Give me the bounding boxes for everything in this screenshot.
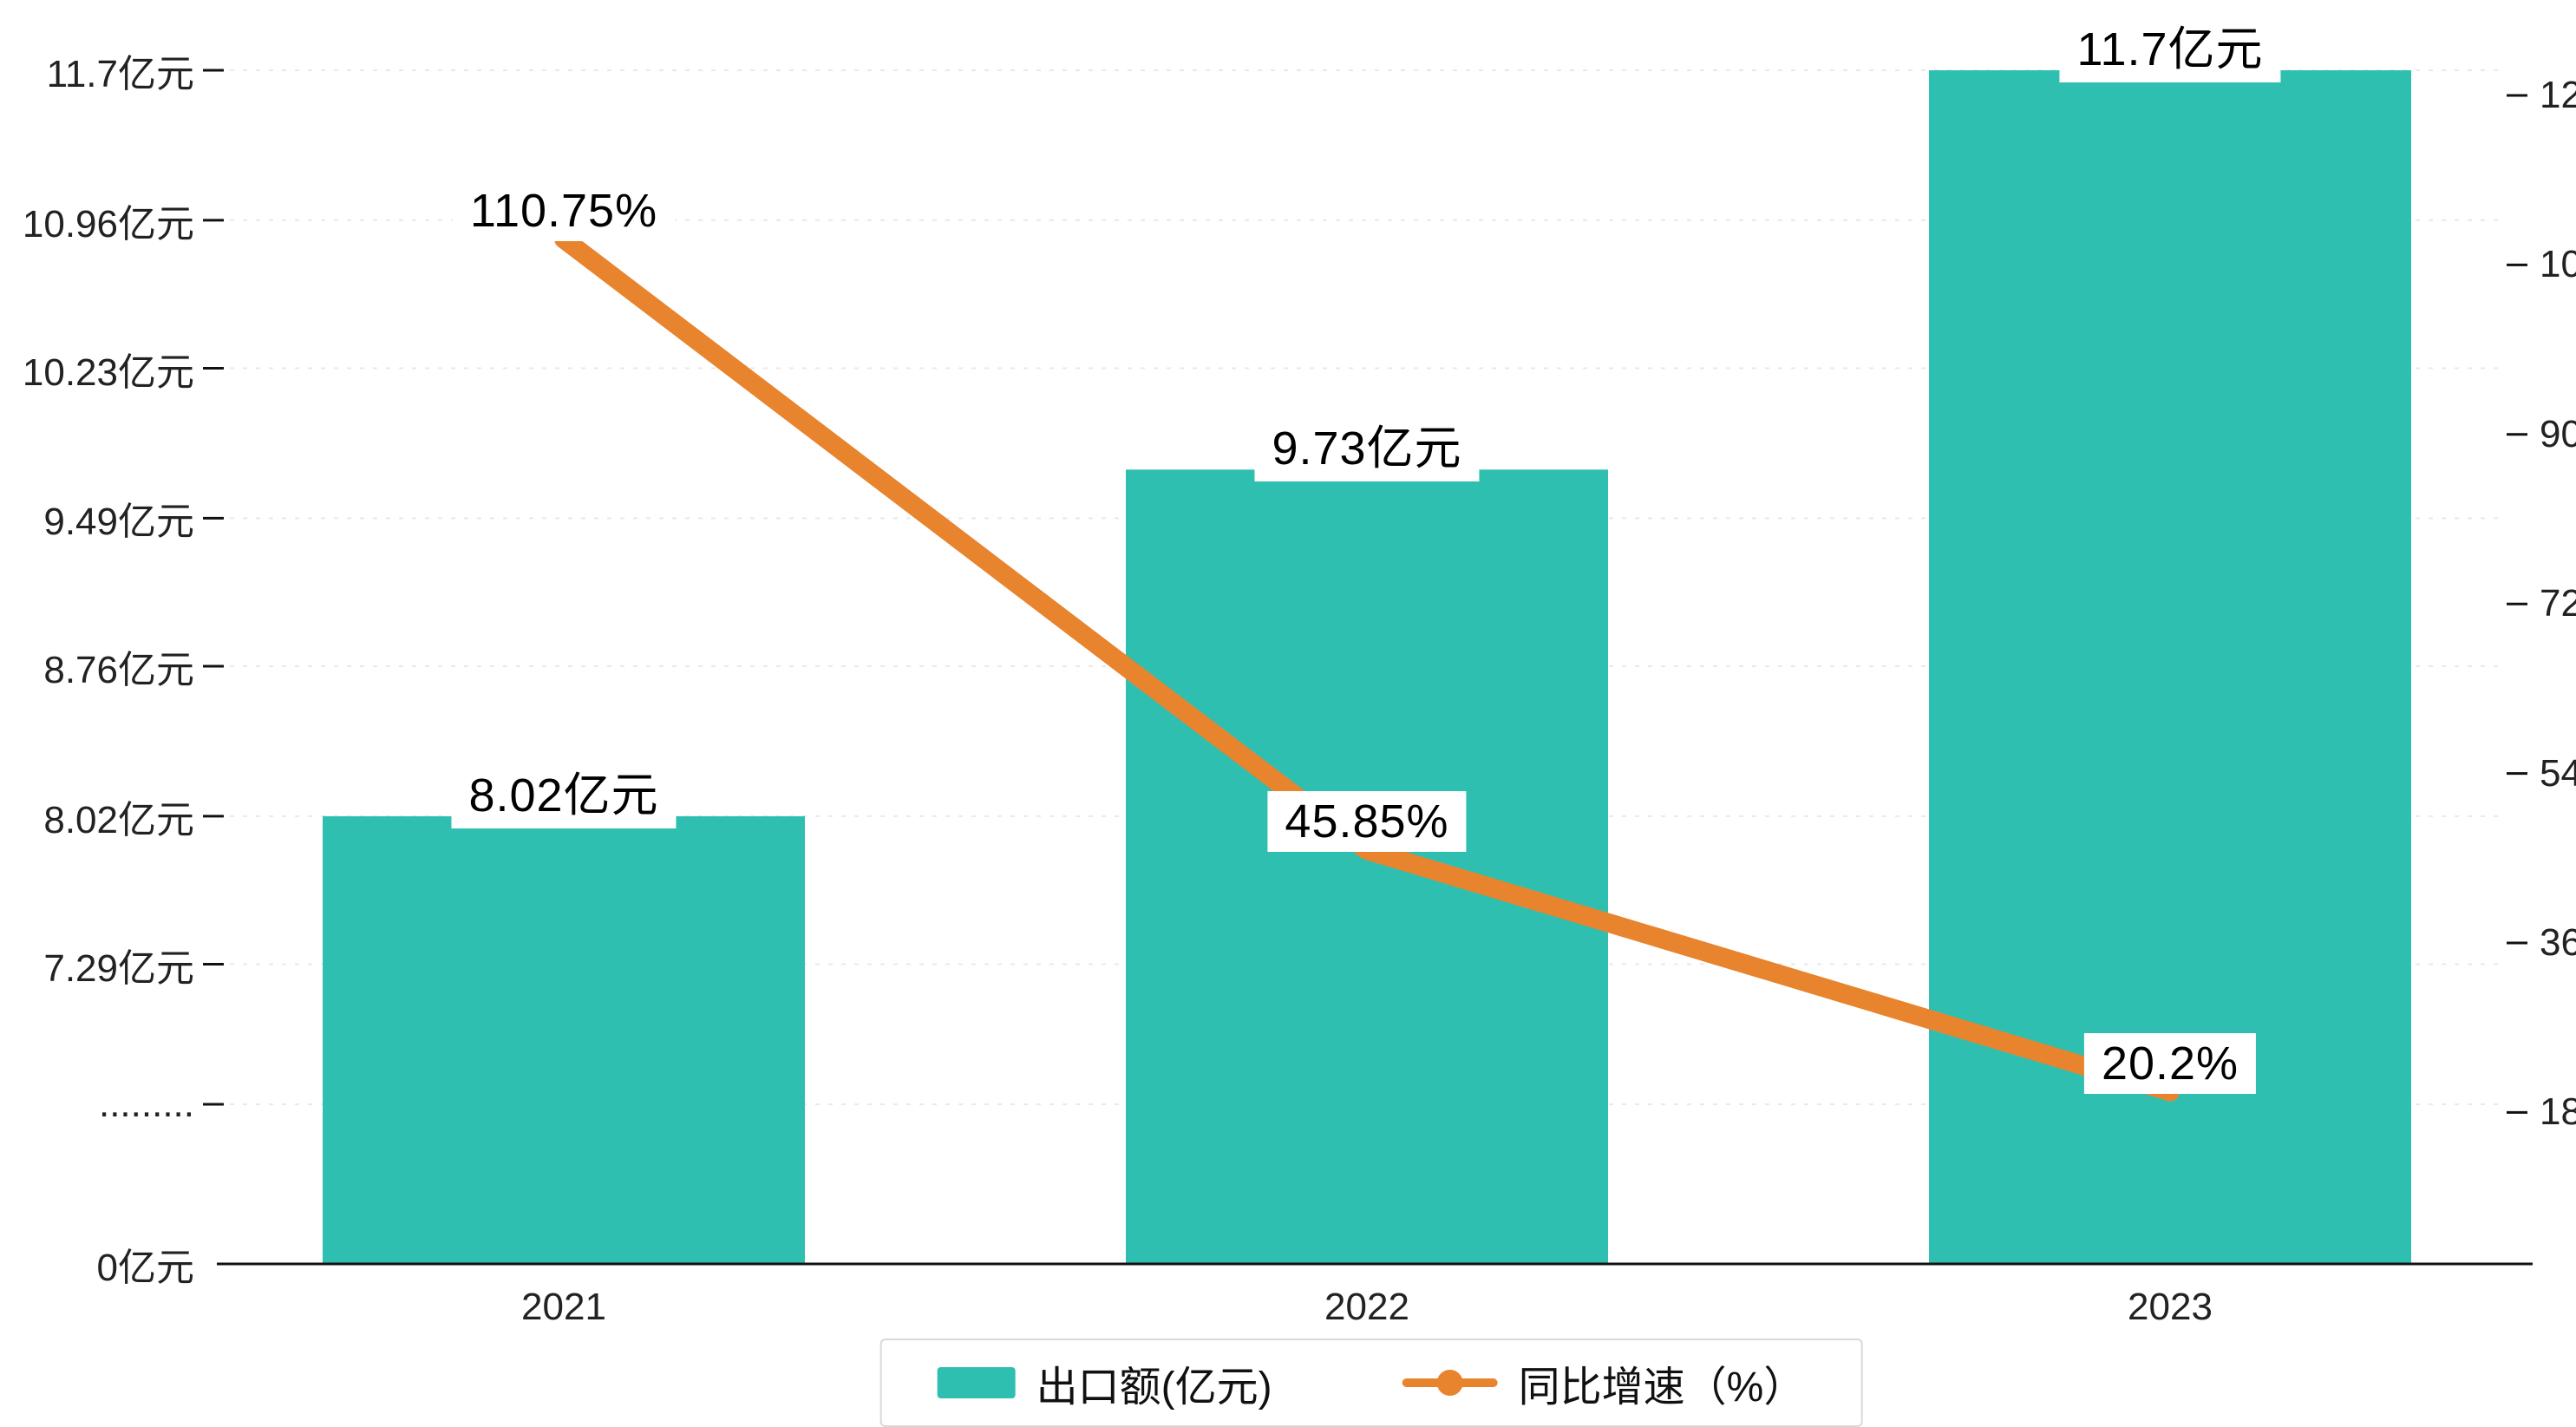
left-axis-label: 0亿元	[96, 1247, 194, 1289]
right-axis-label: 54	[2540, 751, 2576, 795]
bar-value-label: 11.7亿元	[2059, 7, 2281, 82]
legend: 出口额(亿元) 同比增速（%）	[879, 1339, 1863, 1427]
left-axis-label: 10.23亿元	[22, 350, 194, 394]
right-axis-label: 126	[2540, 74, 2576, 116]
right-axis-label: 18	[2540, 1090, 2576, 1134]
legend-label-export: 出口额(亿元)	[1036, 1365, 1272, 1411]
left-axis-label: .........	[98, 1083, 194, 1125]
bar-value-label: 9.73亿元	[1254, 406, 1480, 482]
left-axis-label: 10.96亿元	[22, 202, 194, 245]
right-axis-label: 36	[2540, 921, 2576, 964]
growth-value-label: 20.2%	[2083, 1032, 2257, 1094]
growth-value-label: 110.75%	[452, 180, 676, 241]
legend-line-dot-icon	[1436, 1370, 1463, 1396]
growth-value-label: 45.85%	[1267, 791, 1467, 853]
left-axis-label: 11.7亿元	[46, 53, 194, 95]
x-axis-label-2021: 2021	[521, 1286, 606, 1328]
right-axis-label: 90	[2540, 412, 2576, 455]
right-axis-label: 72	[2540, 582, 2576, 625]
legend-item-growth[interactable]: 同比增速（%）	[1402, 1352, 1806, 1413]
legend-line-marker-icon	[1402, 1370, 1498, 1396]
legend-label-growth: 同比增速（%）	[1518, 1365, 1806, 1411]
bar-2022[interactable]	[1126, 469, 1608, 1264]
x-axis-label-2023: 2023	[2128, 1286, 2213, 1328]
bar-2021[interactable]	[323, 815, 805, 1264]
bar-value-label: 8.02亿元	[451, 752, 677, 828]
left-axis-label: 8.02亿元	[43, 798, 194, 841]
left-axis-label: 9.49亿元	[43, 501, 194, 544]
left-axis-label: 7.29亿元	[43, 946, 194, 990]
legend-bar-swatch-icon	[937, 1367, 1016, 1398]
legend-item-export[interactable]: 出口额(亿元)	[937, 1352, 1272, 1413]
right-axis-label: 108	[2540, 243, 2576, 286]
x-axis-label-2022: 2022	[1324, 1286, 1409, 1328]
left-axis-label: 8.76亿元	[43, 649, 194, 691]
